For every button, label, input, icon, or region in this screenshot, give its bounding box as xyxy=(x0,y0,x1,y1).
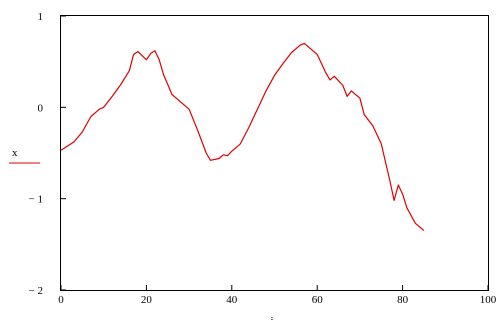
x-axis-label: i xyxy=(270,315,273,320)
plot-frame xyxy=(60,15,489,291)
legend: x xyxy=(9,147,40,164)
x-tick-label: 0 xyxy=(58,294,64,306)
x-tick-label: 20 xyxy=(141,294,153,306)
series-layer xyxy=(60,42,425,232)
y-tick-label: 0 xyxy=(38,102,44,114)
x-tick-label: 100 xyxy=(480,294,496,306)
y-tick-label: − 2 xyxy=(29,285,43,297)
x-tick-label: 80 xyxy=(397,294,409,306)
x-tick-label: 40 xyxy=(226,294,238,306)
series-line-x xyxy=(60,42,425,232)
legend-label: x xyxy=(12,147,18,159)
x-axis-ticks: 0 20 40 60 80 100 xyxy=(58,285,496,306)
y-tick-label: 1 xyxy=(38,11,44,23)
x-tick-label: 60 xyxy=(312,294,324,306)
y-tick-label: − 1 xyxy=(29,194,43,206)
y-axis-ticks: 1 0 − 1 − 2 xyxy=(29,11,66,297)
